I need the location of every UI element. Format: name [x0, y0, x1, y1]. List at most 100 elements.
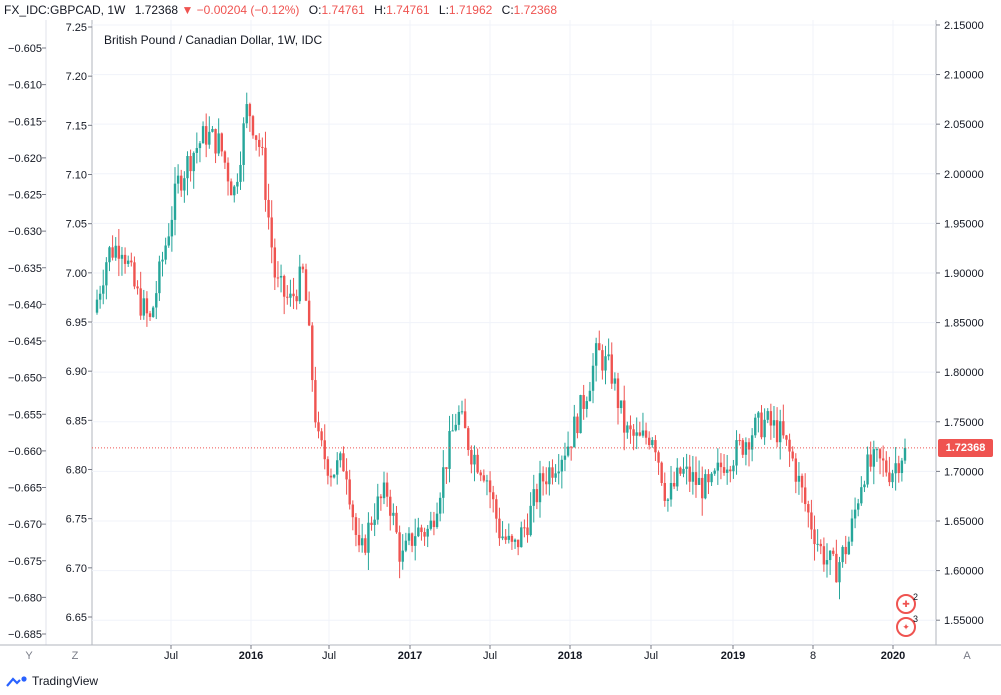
candle: [741, 438, 744, 459]
candle: [336, 452, 339, 485]
candle: [660, 461, 663, 486]
left-scale-1[interactable]: [0, 20, 46, 645]
candle: [838, 556, 841, 600]
candle: [835, 539, 838, 583]
candle: [788, 433, 791, 467]
candle: [669, 465, 673, 507]
uk-flag-event-icon[interactable]: ✚: [896, 594, 916, 614]
candle: [701, 466, 704, 516]
candle: [641, 412, 645, 438]
candle: [261, 137, 264, 156]
open-label: O:: [308, 3, 322, 17]
candle: [735, 430, 738, 475]
candle: [367, 512, 370, 570]
candle: [598, 330, 601, 351]
candle: [410, 532, 414, 553]
candle: [201, 121, 205, 144]
left-axis-2-tick: 6.80: [66, 465, 87, 477]
candle: [145, 291, 149, 327]
left-axis-1-tick: −0.670: [8, 519, 42, 531]
candle: [223, 150, 227, 170]
candle: [457, 405, 461, 431]
percent-scale-button[interactable]: Z: [72, 650, 79, 662]
low-value: 1.71962: [448, 3, 493, 17]
candle: [245, 92, 248, 129]
right-axis-tick: 2.15000: [944, 20, 984, 32]
candles: [95, 92, 907, 600]
candle: [279, 264, 283, 293]
candle: [685, 453, 688, 485]
candle: [507, 523, 510, 544]
candle: [729, 465, 732, 483]
candle: [682, 457, 685, 478]
candle: [779, 409, 782, 460]
candle: [317, 411, 320, 439]
right-axis-tick: 1.55000: [944, 615, 984, 627]
candle: [323, 424, 326, 470]
left-axis-2-tick: 7.05: [66, 219, 87, 231]
candle: [417, 517, 420, 538]
candle: [891, 469, 894, 489]
candle: [364, 534, 367, 556]
auto-scale-button[interactable]: A: [963, 650, 971, 662]
candle: [292, 277, 295, 310]
left-axis-1-tick: −0.675: [8, 556, 42, 568]
candle: [516, 539, 520, 556]
high-value: 1.74761: [386, 3, 430, 17]
candle: [120, 246, 124, 276]
left-scale-2[interactable]: [46, 20, 92, 645]
candle: [314, 366, 317, 428]
symbol-name[interactable]: FX_IDC:GBPCAD, 1W: [4, 3, 126, 17]
candle: [610, 342, 613, 389]
candle: [454, 413, 457, 432]
left-axis-2-tick: 7.25: [66, 22, 87, 34]
log-scale-button[interactable]: Y: [25, 650, 33, 662]
candle: [810, 499, 813, 540]
candle: [311, 322, 314, 392]
candle: [866, 446, 869, 488]
candle: [651, 437, 654, 448]
candle: [117, 228, 121, 277]
open-value: 1.74761: [321, 3, 365, 17]
candle: [666, 498, 670, 512]
candle: [448, 415, 451, 483]
candle: [850, 509, 854, 546]
candle: [538, 460, 542, 518]
candle: [467, 425, 470, 456]
candle: [326, 456, 330, 485]
candle: [657, 450, 660, 475]
candle: [691, 455, 695, 495]
time-axis-label: 2017: [398, 650, 422, 662]
candle: [738, 433, 741, 446]
candle: [885, 451, 888, 477]
candle: [426, 525, 429, 548]
candle: [722, 454, 726, 476]
candle: [258, 133, 261, 157]
candle: [105, 257, 108, 300]
left-axis-1-tick: −0.615: [8, 116, 42, 128]
candle: [732, 459, 735, 479]
left-axis-2-tick: 7.10: [66, 170, 87, 182]
candle: [270, 200, 273, 264]
candle: [273, 238, 277, 291]
candle: [847, 536, 851, 556]
candle: [647, 431, 651, 450]
left-axis-1-tick: −0.630: [8, 226, 42, 238]
candle: [442, 450, 445, 514]
candle: [342, 446, 345, 472]
candle: [554, 464, 557, 483]
canada-flag-event-icon[interactable]: ✦: [896, 617, 916, 637]
candle: [841, 545, 844, 568]
tradingview-logo[interactable]: TradingView: [6, 674, 98, 688]
candle: [551, 459, 554, 485]
left-axis-2-tick: 6.85: [66, 415, 87, 427]
candle: [822, 537, 826, 572]
candle: [286, 285, 289, 305]
candle: [420, 524, 423, 541]
candle: [548, 461, 551, 496]
candle: [872, 440, 876, 485]
candle: [857, 498, 860, 517]
candle: [111, 235, 114, 261]
candle: [192, 151, 195, 189]
